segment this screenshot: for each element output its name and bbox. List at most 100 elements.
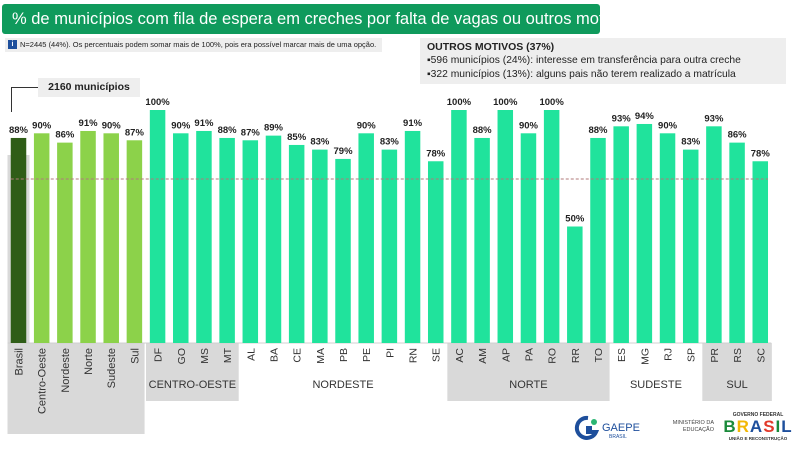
bar-TO <box>590 137 606 343</box>
group-label: SUDESTE <box>630 379 682 391</box>
category-label: PE <box>361 348 373 362</box>
category-label: AP <box>500 348 512 362</box>
bar-AC <box>451 110 467 343</box>
outros-motivos-item: ▪596 municípios (24%): interesse em tran… <box>427 55 741 66</box>
governo-federal-logo: GOVERNO FEDERAL BRASIL UNIÃO E RECONSTRU… <box>722 412 794 446</box>
bar-MT <box>219 137 235 343</box>
category-label: RN <box>408 348 420 363</box>
bar-Sul <box>126 140 143 343</box>
value-label: 86% <box>55 130 75 141</box>
gov-brasil-text: BRASIL <box>723 417 793 436</box>
bar-DF <box>149 110 166 343</box>
info-icon: i <box>8 40 17 49</box>
value-label: 90% <box>102 120 122 131</box>
category-label: Nordeste <box>60 348 72 393</box>
bar-BA <box>265 135 282 343</box>
gov-sub-text: UNIÃO E RECONSTRUÇÃO <box>728 436 788 441</box>
value-label: 100% <box>539 97 564 108</box>
category-label: MG <box>639 348 651 365</box>
category-label: Sudeste <box>106 348 118 388</box>
category-label: PR <box>709 348 721 363</box>
bar-MG <box>636 123 653 343</box>
gov-top-text: GOVERNO FEDERAL <box>732 412 784 418</box>
value-label: 100% <box>145 97 170 108</box>
category-label: RJ <box>663 348 675 361</box>
value-label: 93% <box>704 113 724 124</box>
bar-PB <box>335 158 351 343</box>
category-label: Centro-Oeste <box>37 348 49 414</box>
value-label: 88% <box>9 125 29 136</box>
value-label: 88% <box>473 125 493 136</box>
value-label: 83% <box>310 137 330 148</box>
value-label: 78% <box>426 148 446 159</box>
category-label: CE <box>292 348 304 363</box>
value-label: 83% <box>681 137 701 148</box>
group-label: NORTE <box>509 379 547 391</box>
bar-SE <box>427 161 444 343</box>
bar-AM <box>474 137 490 343</box>
value-label: 90% <box>658 120 678 131</box>
value-label: 100% <box>447 97 472 108</box>
value-label: 93% <box>612 113 632 124</box>
regions-band <box>7 343 145 434</box>
category-label: BA <box>268 348 280 362</box>
category-label: AC <box>454 348 466 363</box>
value-label: 87% <box>241 127 261 138</box>
value-label: 100% <box>493 97 518 108</box>
category-label: RS <box>732 348 744 363</box>
value-label: 88% <box>218 125 238 136</box>
value-label: 90% <box>519 120 539 131</box>
bar-Norte <box>80 130 96 343</box>
outros-motivos-title: OUTROS MOTIVOS (37%) <box>427 41 555 53</box>
value-label: 91% <box>194 118 214 129</box>
value-label: 78% <box>751 148 771 159</box>
value-label: 87% <box>125 127 145 138</box>
bar-SC <box>752 161 769 343</box>
bar-RJ <box>659 133 676 343</box>
bar-PA <box>520 133 537 343</box>
bar-RN <box>404 130 421 343</box>
outros-motivos-item: ▪322 municípios (13%): alguns pais não t… <box>427 69 736 80</box>
group-label: SUL <box>726 379 747 391</box>
value-label: 86% <box>728 130 748 141</box>
value-label: 91% <box>403 118 423 129</box>
sample-note: i N=2445 (44%). Os percentuais podem soma… <box>5 38 383 52</box>
category-label: SE <box>431 348 443 362</box>
bar-MS <box>196 130 212 343</box>
value-label: 91% <box>79 118 99 129</box>
brasil-callout: 2160 municípios <box>38 78 140 97</box>
value-label: 88% <box>588 125 608 136</box>
category-label: DF <box>153 348 165 362</box>
gaepe-logo-mark <box>574 415 600 440</box>
bar-PR <box>706 126 722 343</box>
category-label: PI <box>384 348 396 358</box>
category-label: SC <box>755 348 767 363</box>
value-label: 89% <box>264 123 284 134</box>
category-label: Norte <box>83 348 95 375</box>
value-label: 85% <box>287 132 307 143</box>
category-label: TO <box>593 348 605 362</box>
ministerio-line: MINISTÉRIO DA <box>672 420 714 426</box>
group-band <box>702 343 772 401</box>
value-label: 94% <box>635 111 655 122</box>
category-label: MA <box>315 348 327 364</box>
group-band <box>145 343 239 401</box>
bar-RS <box>729 142 745 343</box>
ministerio-line: EDUCAÇÃO <box>682 427 714 433</box>
category-label: PA <box>523 348 535 361</box>
bar-AL <box>242 140 259 343</box>
value-label: 90% <box>32 120 52 131</box>
value-label: 90% <box>171 120 191 131</box>
value-label: 79% <box>334 146 354 157</box>
group-band <box>447 343 610 401</box>
bar-AP <box>497 110 514 343</box>
group-label: NORDESTE <box>312 379 373 391</box>
bar-ES <box>613 126 629 343</box>
value-label: 50% <box>565 214 585 225</box>
gaepe-logo-sub: BRASIL <box>609 434 627 440</box>
category-label: Sul <box>129 348 141 364</box>
category-label: RR <box>570 348 582 364</box>
category-label: GO <box>176 348 188 364</box>
group-label: CENTRO-OESTE <box>149 379 236 391</box>
